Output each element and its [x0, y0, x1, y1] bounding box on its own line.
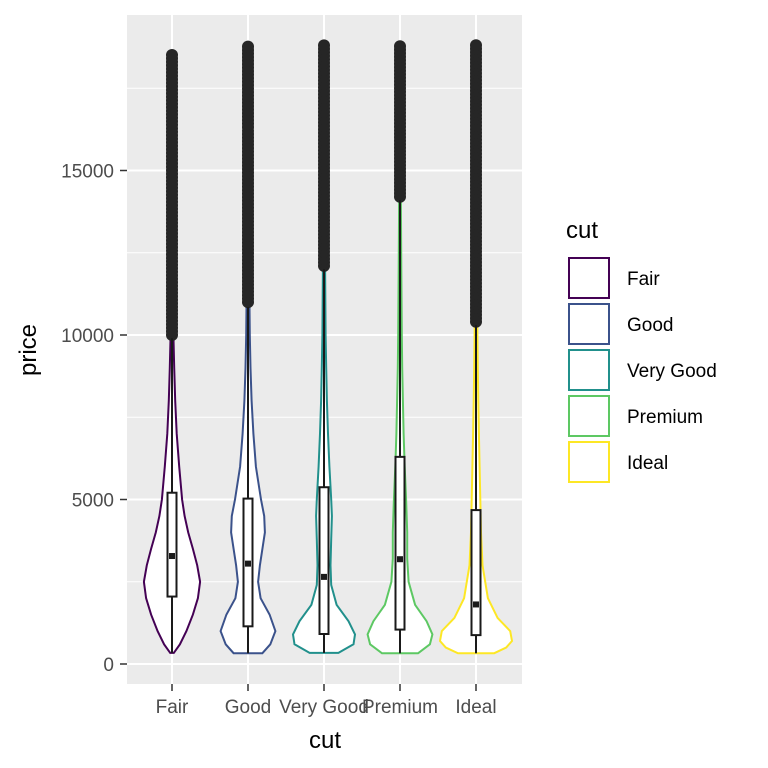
legend: cut Fair Good Very Good Premium Ideal — [566, 217, 717, 483]
x-tick-label: Good — [225, 697, 271, 718]
outlier-point — [166, 49, 178, 61]
legend-label-ideal: Ideal — [627, 453, 668, 474]
box-ideal — [470, 509, 482, 637]
y-tick-label: 10000 — [61, 326, 114, 347]
y-axis-title: price — [15, 324, 42, 376]
legend-label-premium: Premium — [627, 407, 703, 428]
outlier-points — [166, 39, 482, 341]
x-axis-title: cut — [309, 727, 341, 754]
legend-label-very-good: Very Good — [627, 361, 717, 382]
legend-swatch-good — [568, 303, 610, 345]
outlier-point — [318, 39, 330, 52]
outlier-point — [242, 40, 254, 53]
median-premium — [397, 556, 403, 563]
legend-label-good: Good — [627, 315, 673, 336]
x-tick-label: Premium — [362, 697, 438, 718]
legend-swatch-fair — [568, 257, 610, 299]
legend-title: cut — [566, 217, 598, 244]
legend-swatch-ideal — [568, 441, 610, 483]
box-premium — [394, 455, 406, 631]
y-tick-label: 0 — [103, 655, 114, 676]
boxplots — [166, 200, 482, 654]
x-tick-label: Ideal — [455, 697, 496, 718]
x-tick-label: Fair — [156, 697, 189, 718]
legend-label-fair: Fair — [627, 269, 660, 290]
box-very-good — [318, 486, 330, 635]
median-fair — [169, 553, 175, 560]
legend-swatch-premium — [568, 395, 610, 437]
median-very-good — [321, 573, 327, 580]
legend-swatch-very-good — [568, 349, 610, 391]
outlier-point — [470, 39, 482, 52]
y-axis: 0 5000 10000 15000 — [61, 162, 127, 676]
median-ideal — [473, 601, 479, 608]
median-good — [245, 560, 251, 567]
box-fair — [166, 491, 178, 598]
x-tick-label: Very Good — [279, 697, 369, 718]
y-tick-label: 15000 — [61, 162, 114, 183]
y-tick-label: 5000 — [72, 491, 114, 512]
outlier-point — [394, 40, 406, 53]
